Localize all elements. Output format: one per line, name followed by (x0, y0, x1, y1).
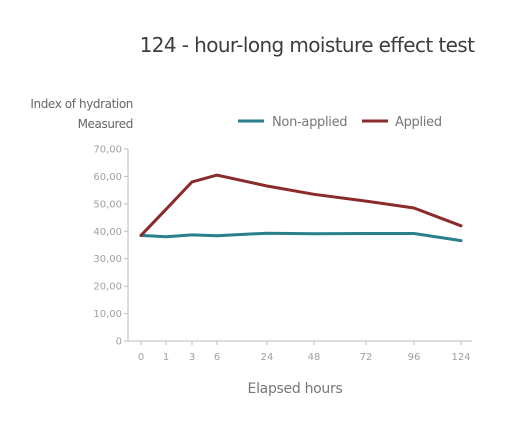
y-tick-label: 0 (116, 337, 122, 348)
y-tick-label: 70,00 (93, 145, 122, 156)
x-tick-label: 72 (360, 352, 373, 363)
x-tick-label: 124 (451, 352, 470, 363)
series-lines (139, 173, 463, 243)
y-tick-label: 10,00 (93, 309, 122, 320)
x-tick-label: 1 (163, 352, 169, 363)
x-axis-label: Elapsed hours (248, 381, 343, 397)
y-tick-label: 50,00 (93, 199, 122, 210)
x-tick-label: 96 (408, 352, 421, 363)
legend: Non-applied Applied (238, 115, 442, 130)
y-tick-label: 20,00 (93, 282, 122, 293)
series-line-non-applied (139, 231, 463, 243)
y-tick-label: 30,00 (93, 254, 122, 265)
x-ticks: 0 1 3 6 24 48 72 96 124 (138, 341, 471, 363)
y-ticks: 0 10,00 20,00 30,00 40,00 50,00 60,00 70,00 (93, 145, 128, 348)
y-axis-label-line-2: Measured (78, 117, 133, 131)
y-tick-label: 60,00 (93, 172, 122, 183)
x-tick-label: 24 (261, 352, 274, 363)
legend-label-applied: Applied (395, 115, 442, 130)
series-line-applied (139, 173, 463, 237)
x-tick-label: 6 (214, 352, 220, 363)
x-tick-label: 3 (189, 352, 195, 363)
y-axis-label-line-1: Index of hydration (30, 97, 133, 111)
y-tick-label: 40,00 (93, 227, 122, 238)
legend-label-non-applied: Non-applied (272, 115, 347, 130)
chart-title: 124 - hour-long moisture effect test (140, 33, 475, 57)
x-tick-label: 48 (308, 352, 321, 363)
x-tick-label: 0 (138, 352, 144, 363)
